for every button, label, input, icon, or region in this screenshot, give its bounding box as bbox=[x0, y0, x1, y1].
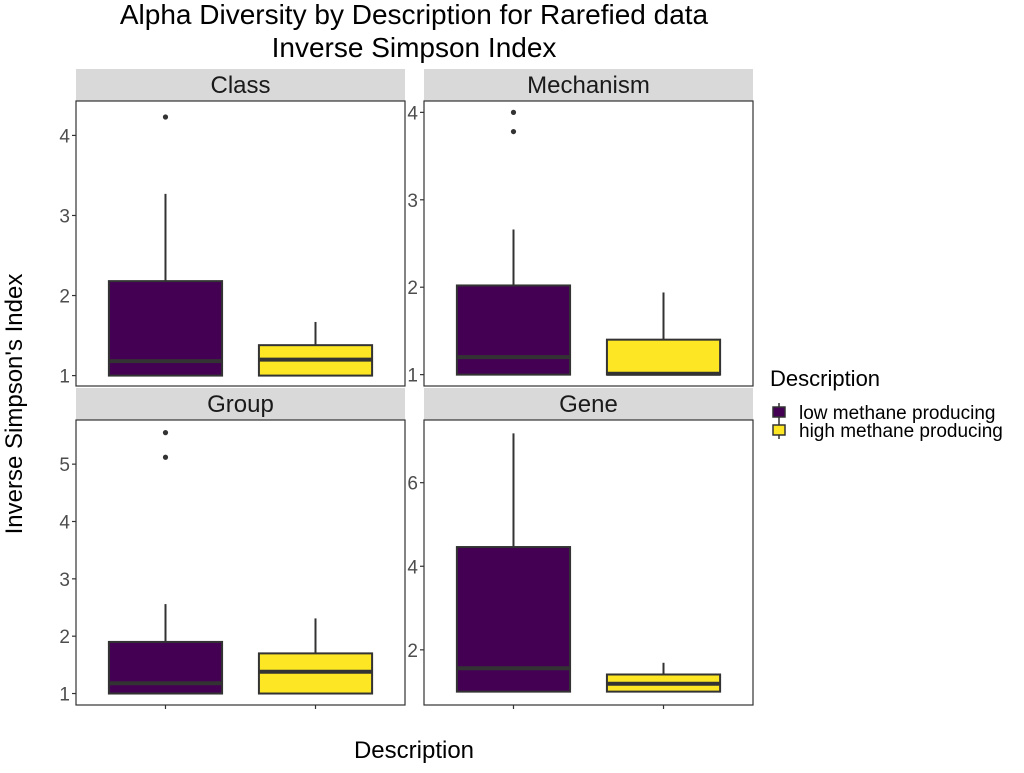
outlier-point bbox=[510, 128, 517, 135]
y-tick-label: 6 bbox=[407, 474, 418, 495]
box-body bbox=[455, 284, 572, 376]
y-tick-label: 3 bbox=[59, 570, 70, 591]
facet-panel-gene: Gene 2 4 6 bbox=[407, 388, 754, 709]
facet-panel-mechanism: Mechanism 1 2 3 4 bbox=[407, 69, 754, 387]
chart-subtitle: Inverse Simpson Index bbox=[272, 32, 557, 63]
facet-panels: Class 1 2 3 4 Mechanism 1 2 3 4 Group 1 2 3 4 5 Gene 2 4 6 bbox=[59, 69, 754, 709]
y-tick-label: 2 bbox=[407, 641, 418, 662]
y-tick-label: 2 bbox=[59, 627, 70, 648]
box-low-methane bbox=[107, 430, 224, 695]
legend-label: low methane producing bbox=[799, 403, 995, 424]
legend-title: Description bbox=[770, 366, 880, 391]
legend-label: high methane producing bbox=[799, 421, 1003, 442]
facet-strip bbox=[424, 69, 753, 101]
y-tick-label: 1 bbox=[59, 367, 70, 388]
facet-strip-label: Mechanism bbox=[527, 72, 650, 99]
outlier-point bbox=[162, 114, 169, 120]
facet-strip bbox=[76, 69, 405, 101]
legend-item-low: low methane producing bbox=[772, 403, 995, 424]
box-body bbox=[107, 640, 224, 695]
legend-key-box bbox=[772, 406, 786, 418]
y-tick-label: 3 bbox=[59, 206, 70, 227]
y-tick-label: 4 bbox=[407, 103, 418, 124]
facet-strip-label: Group bbox=[207, 391, 274, 418]
y-tick-label: 4 bbox=[59, 126, 70, 147]
y-tick-label: 2 bbox=[59, 287, 70, 308]
legend-item-high: high methane producing bbox=[772, 421, 1003, 442]
y-axis-label: Inverse Simpson's Index bbox=[1, 274, 28, 535]
chart-title: Alpha Diversity by Description for Raref… bbox=[120, 0, 709, 30]
y-tick-label: 5 bbox=[59, 455, 70, 476]
box-high-methane bbox=[605, 662, 722, 693]
box-low-methane bbox=[455, 109, 572, 376]
facet-strip-label: Class bbox=[210, 72, 270, 99]
outlier-point bbox=[162, 430, 169, 436]
legend-key-box bbox=[772, 424, 786, 436]
box-high-methane bbox=[257, 321, 374, 377]
y-tick-label: 1 bbox=[407, 366, 418, 387]
facet-panel-class: Class 1 2 3 4 bbox=[59, 69, 406, 388]
x-axis-label: Description bbox=[354, 737, 474, 764]
y-tick-label: 4 bbox=[407, 557, 418, 578]
box-low-methane bbox=[455, 433, 572, 693]
box-high-methane bbox=[257, 618, 374, 695]
box-high-methane bbox=[605, 292, 722, 376]
facet-strip bbox=[76, 388, 405, 420]
outlier-point bbox=[510, 109, 517, 115]
y-tick-label: 2 bbox=[407, 278, 418, 299]
y-tick-label: 3 bbox=[407, 191, 418, 212]
outlier-point bbox=[162, 454, 169, 460]
facet-panel-group: Group 1 2 3 4 5 bbox=[59, 388, 406, 709]
y-tick-label: 1 bbox=[59, 685, 70, 706]
facet-strip-label: Gene bbox=[559, 391, 618, 418]
box-body bbox=[605, 338, 722, 376]
facet-strip bbox=[424, 388, 753, 420]
y-tick-label: 4 bbox=[59, 512, 70, 533]
box-low-methane bbox=[107, 114, 224, 377]
